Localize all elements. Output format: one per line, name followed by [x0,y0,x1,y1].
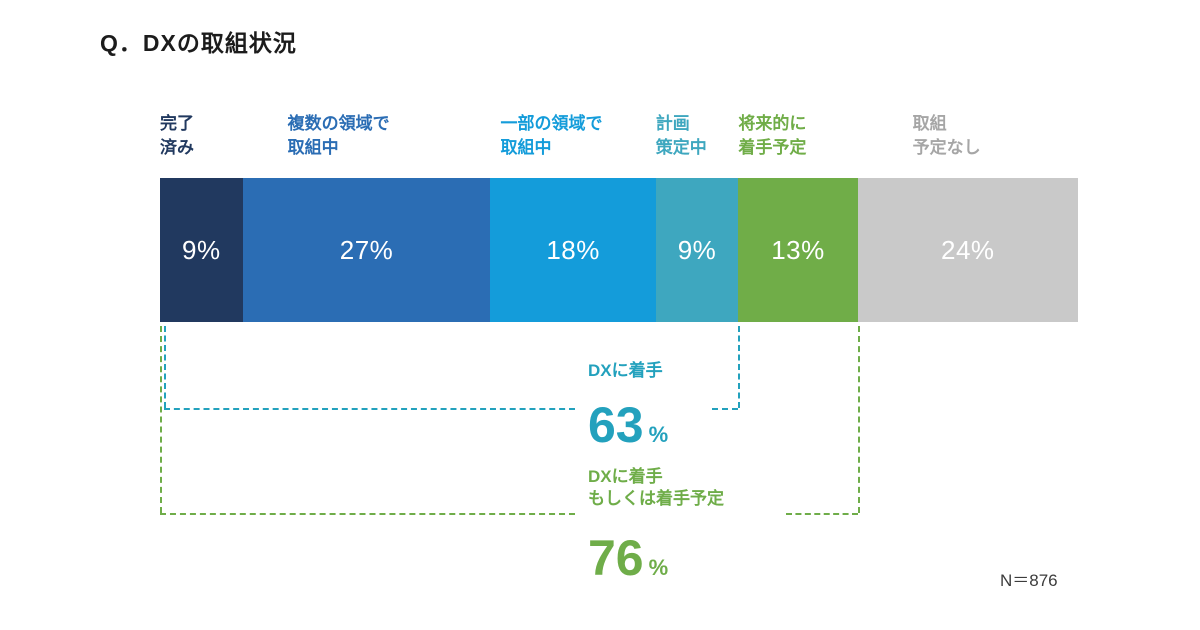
annotation-unit: % [648,555,669,580]
stacked-bar: 9% 27% 18% 9% 13% 24% [160,178,1078,322]
segment-value: 27% [339,234,394,265]
annotation-label: DXに着手 [588,361,663,380]
annotation-label: DXに着手 もしくは着手予定 [588,467,724,509]
bracket-right-line [738,326,741,408]
segment-value: 9% [677,234,717,265]
bracket-right-horizontal [712,408,739,410]
bar-segment: 27% [242,178,491,322]
segment-value: 13% [771,234,825,265]
segment-label: 完了 済み [160,114,194,158]
bar-segment: 18% [490,178,656,322]
segment-label: 複数の領域で 取組中 [287,114,390,158]
bracket-left-line [160,326,162,513]
annotation-value: 63% [588,397,669,453]
segment-label: 一部の領域で 取組中 [500,114,603,158]
bar-segment: 13% [738,178,858,322]
stacked-bar-chart: 完了 済み 複数の領域で 取組中 一部の領域で 取組中 計画 策定中 将来的に 着手予定 取組 予定な… [160,110,1078,600]
bracket-left-horizontal [160,513,575,515]
sample-size-label: N＝876 [1000,571,1058,590]
annotation-unit: % [648,422,669,447]
segment-value: 9% [182,234,221,265]
segment-label: 計画 策定中 [655,114,707,158]
bar-segment: 9% [160,178,243,322]
bracket-left-horizontal [164,408,575,410]
segment-value: 18% [546,234,600,265]
bracket-right-horizontal [785,513,858,515]
segment-label: 将来的に 着手予定 [738,114,807,158]
segment-value: 24% [941,234,995,265]
annotation-value: 76% [588,530,669,586]
bracket-left-line [164,326,166,408]
segment-labels: 完了 済み 複数の領域で 取組中 一部の領域で 取組中 計画 策定中 将来的に 着手予定 取組 予定な… [160,110,1078,178]
bar-segment: 9% [655,178,739,322]
page-title: Q．DXの取組状況 [100,30,297,56]
bar-segment: 24% [857,178,1078,322]
bracket-right-line [857,326,860,513]
segment-label: 取組 予定なし [912,114,981,158]
